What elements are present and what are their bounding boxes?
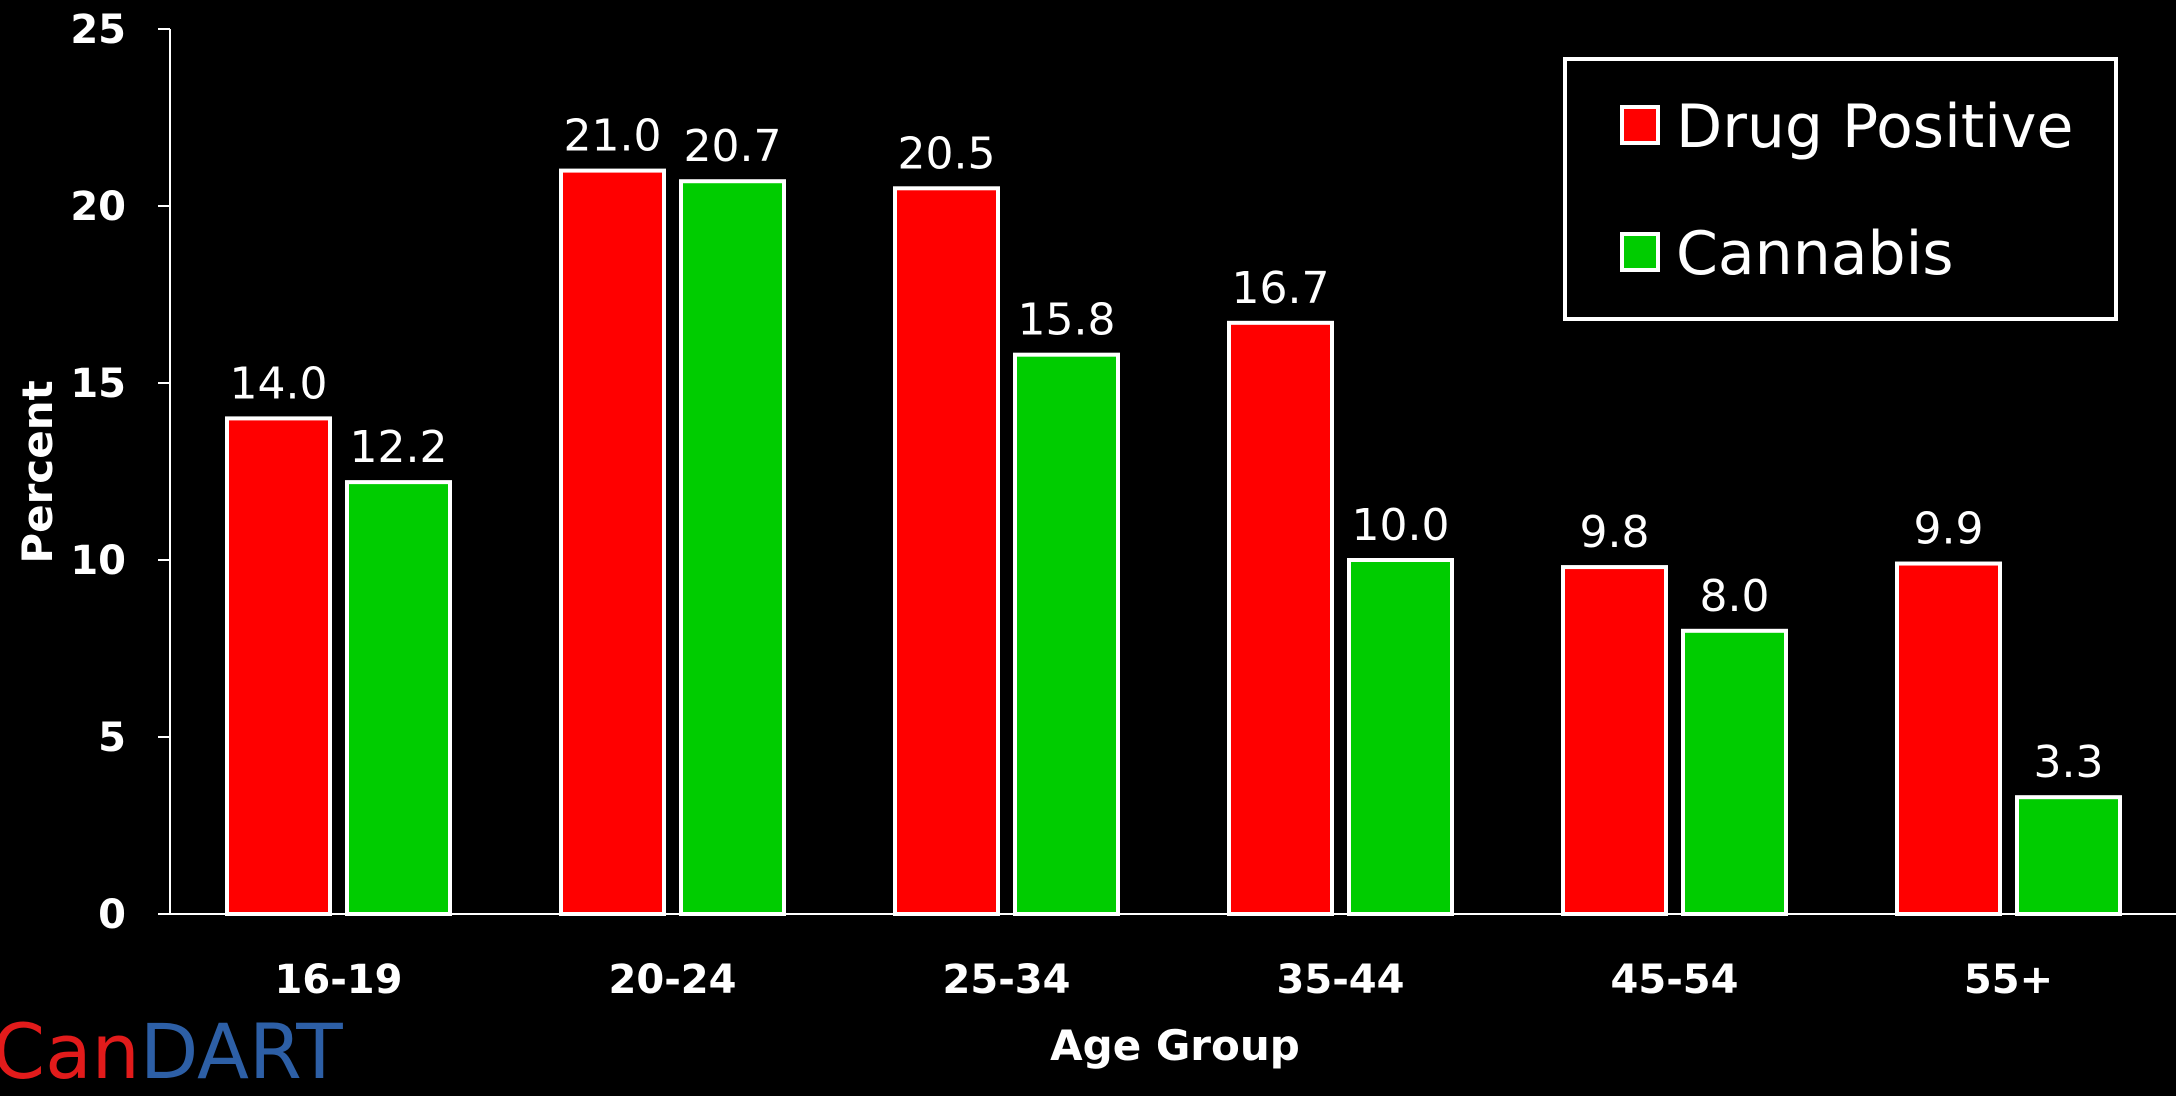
bar-drug-positive-25-34 — [893, 186, 1000, 917]
legend-label-cannabis: Cannabis — [1676, 219, 1954, 289]
x-tick-label: 16-19 — [275, 957, 403, 1003]
value-label: 10.0 — [1352, 500, 1450, 551]
value-label: 8.0 — [1700, 571, 1770, 622]
bar-drug-positive-16-19 — [225, 416, 332, 916]
x-tick-label: 25-34 — [943, 957, 1071, 1003]
bar-cannabis-25-34 — [1013, 352, 1120, 916]
y-tick-label: 5 — [98, 715, 126, 761]
y-tick-label: 20 — [70, 184, 126, 230]
x-tick-label: 55+ — [1964, 957, 2053, 1003]
x-axis: 16-19 20-24 25-34 35-44 45-54 55+ — [170, 913, 2176, 1003]
legend-swatch-cannabis — [1620, 232, 1660, 272]
bar-cannabis-45-54 — [1681, 628, 1788, 916]
value-label: 16.7 — [1232, 263, 1330, 314]
bar-drug-positive-20-24 — [559, 168, 666, 917]
value-label: 15.8 — [1018, 295, 1116, 346]
y-tick-label: 25 — [70, 7, 126, 53]
bar-drug-positive-35-44 — [1227, 320, 1334, 916]
x-axis-title: Age Group — [1050, 1021, 1300, 1069]
bar-drug-positive-45-54 — [1561, 565, 1668, 917]
bar-cannabis-20-24 — [679, 179, 786, 917]
x-tick-label: 20-24 — [609, 957, 737, 1003]
value-label: 14.0 — [230, 358, 328, 409]
bar-cannabis-16-19 — [345, 480, 452, 916]
value-labels: 14.0 12.2 21.0 20.7 20.5 15.8 16.7 10.0 9.8 8.0 9.… — [230, 111, 2104, 789]
x-tick-label: 35-44 — [1277, 957, 1405, 1003]
y-axis: 0 5 10 15 20 25 — [70, 7, 171, 938]
legend-swatch-drug-positive — [1620, 105, 1660, 145]
value-label: 21.0 — [564, 111, 662, 162]
bar-cannabis-55+ — [2015, 795, 2122, 916]
candart-logo: CanDART — [0, 1014, 343, 1090]
y-axis-title: Percent — [13, 380, 62, 563]
bar-cannabis-35-44 — [1347, 558, 1454, 916]
value-label: 20.5 — [898, 128, 996, 179]
bar-drug-positive-55+ — [1895, 561, 2002, 916]
y-tick-label: 15 — [70, 361, 126, 407]
logo-text-can: Can — [0, 1007, 140, 1096]
y-tick-label: 10 — [70, 538, 126, 584]
value-label: 9.9 — [1914, 504, 1984, 555]
y-tick-label: 0 — [98, 892, 126, 938]
value-label: 9.8 — [1580, 507, 1650, 558]
legend: Drug Positive Cannabis — [1563, 57, 2118, 321]
legend-box — [1563, 57, 2118, 321]
value-label: 12.2 — [350, 422, 448, 473]
bars — [225, 168, 2122, 917]
x-tick-label: 45-54 — [1611, 957, 1739, 1003]
value-label: 20.7 — [684, 121, 782, 172]
value-label: 3.3 — [2034, 737, 2104, 788]
legend-label-drug-positive: Drug Positive — [1676, 92, 2073, 162]
logo-text-dart: DART — [139, 1007, 343, 1096]
